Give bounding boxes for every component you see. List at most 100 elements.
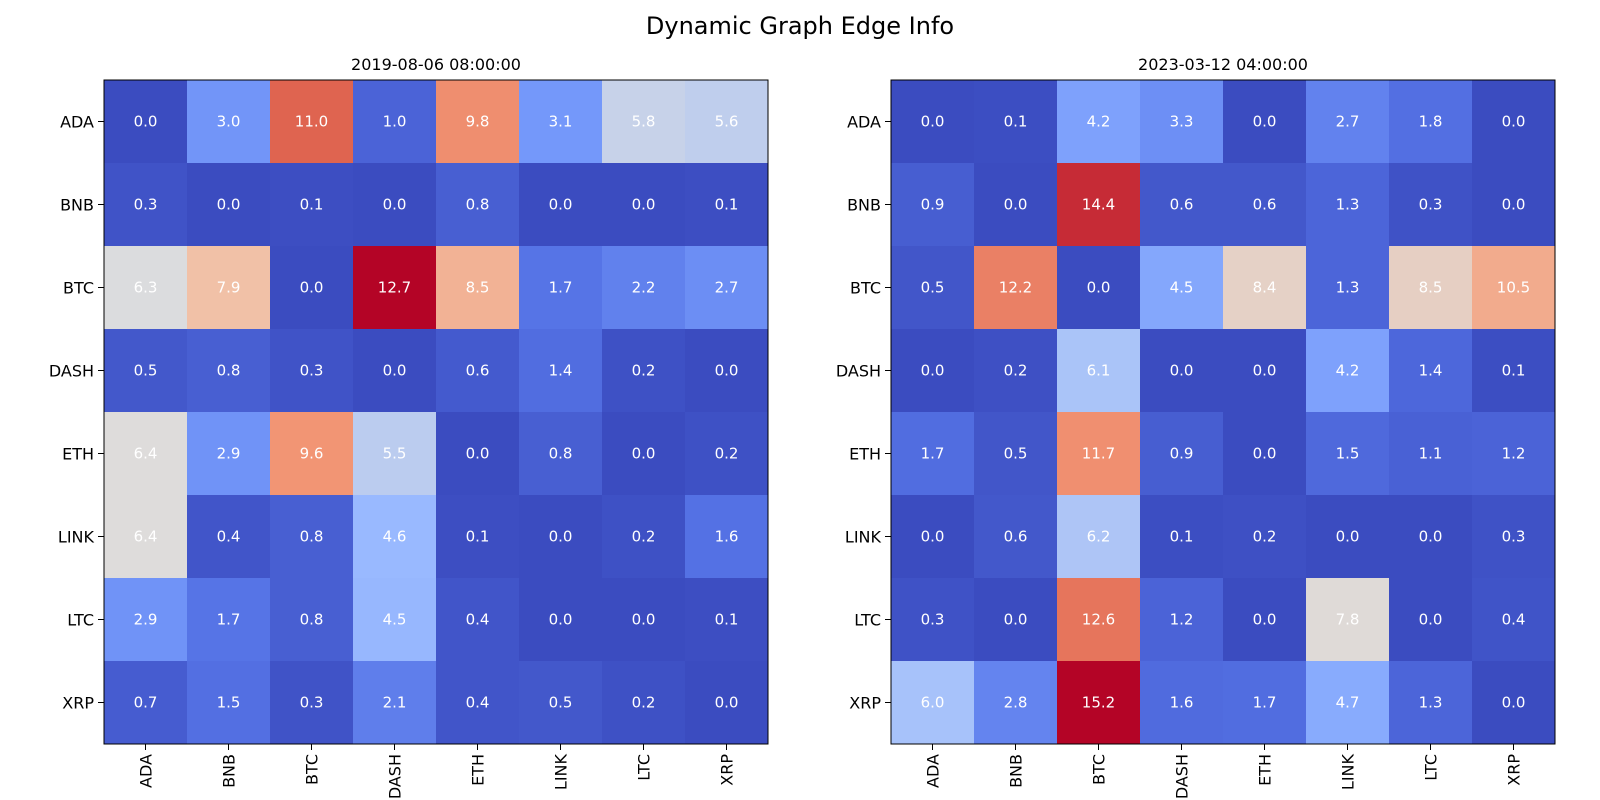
heatmap-cell [353,495,437,579]
cell-value-label: 0.0 [217,196,241,214]
y-tick-label: LTC [854,611,881,630]
cell-value-label: 0.1 [1004,113,1028,131]
heatmap-cell [353,329,437,413]
cell-value-label: 12.6 [1082,611,1115,629]
heatmap-cell [1057,495,1141,579]
cell-value-label: 0.6 [1170,196,1194,214]
cell-value-label: 0.0 [1087,279,1111,297]
heatmap-cell [602,578,686,662]
cell-value-label: 0.0 [1419,611,1443,629]
cell-value-label: 4.5 [383,611,407,629]
cell-value-label: 8.5 [1419,279,1443,297]
heatmap-cell [436,495,520,579]
heatmap-cell [974,246,1058,330]
heatmap-cell [187,661,271,745]
cell-value-label: 4.6 [383,528,407,546]
heatmap-cell [602,661,686,745]
cell-value-label: 4.2 [1336,362,1360,380]
heatmap-cell [519,246,603,330]
heatmap-cell [1306,246,1390,330]
heatmap-cell [974,495,1058,579]
cell-value-label: 0.0 [715,694,739,712]
cell-value-label: 1.8 [1419,113,1443,131]
x-tick-label: ADA [137,754,156,788]
cell-value-label: 7.8 [1336,611,1360,629]
heatmap-cell [353,246,437,330]
cell-value-label: 0.8 [300,528,324,546]
cell-value-label: 0.8 [300,611,324,629]
heatmap-cell [270,163,354,247]
cell-value-label: 10.5 [1497,279,1530,297]
heatmap-cell [436,329,520,413]
cell-value-label: 0.0 [383,362,407,380]
cell-value-label: 9.6 [300,445,324,463]
x-tick-label: LINK [552,753,571,790]
axes-frame [890,79,1556,745]
cell-value-label: 0.8 [466,196,490,214]
heatmap-cell [1389,246,1473,330]
cell-value-label: 0.0 [300,279,324,297]
cell-value-label: 8.4 [1253,279,1277,297]
panel-title: 2023-03-12 04:00:00 [1138,55,1308,74]
heatmap-cell [1472,495,1556,579]
cell-value-label: 1.0 [383,113,407,131]
heatmap-cell [104,80,188,164]
y-tick-label: LTC [67,611,94,630]
heatmap-cell [104,661,188,745]
y-tick-label: ETH [62,445,94,464]
heatmap-cell [1057,163,1141,247]
cell-value-label: 2.8 [1004,694,1028,712]
heatmap-cell [974,329,1058,413]
heatmap-cell [685,246,769,330]
cell-value-label: 0.0 [1336,528,1360,546]
heatmap-cell [1140,412,1224,496]
heatmap-cell [1306,163,1390,247]
heatmap-cell [270,495,354,579]
heatmap-cell [104,495,188,579]
cell-value-label: 5.6 [715,113,739,131]
heatmap-cell [1306,412,1390,496]
heatmap-cell [1140,80,1224,164]
figure-title: Dynamic Graph Edge Info [646,12,954,40]
cell-value-label: 0.0 [1170,362,1194,380]
heatmap-cell [270,329,354,413]
heatmap-cell [187,578,271,662]
cell-value-label: 0.2 [632,528,656,546]
heatmap-cell [187,412,271,496]
x-tick-label: LINK [1339,753,1358,790]
cell-value-label: 4.2 [1087,113,1111,131]
heatmap-cell [1223,163,1307,247]
cell-value-label: 3.1 [549,113,573,131]
heatmap-cell [1140,495,1224,579]
cell-value-label: 0.1 [1502,362,1526,380]
cell-value-label: 2.7 [1336,113,1360,131]
heatmap-cell [974,163,1058,247]
y-tick-label: LINK [58,528,95,547]
heatmap-cell [1223,80,1307,164]
heatmap-cell [891,412,975,496]
cell-value-label: 0.2 [632,694,656,712]
heatmap-cell [1057,246,1141,330]
cell-value-label: 1.6 [715,528,739,546]
cell-value-label: 0.1 [715,611,739,629]
cell-value-label: 12.7 [378,279,411,297]
cell-value-label: 0.6 [466,362,490,380]
cell-value-label: 1.3 [1336,196,1360,214]
heatmap-cell [187,80,271,164]
heatmap-cell [1223,412,1307,496]
cell-value-label: 0.0 [1419,528,1443,546]
heatmap-cell [974,661,1058,745]
cell-value-label: 0.0 [1004,611,1028,629]
heatmap-cell [1140,163,1224,247]
cell-value-label: 6.2 [1087,528,1111,546]
cell-value-label: 4.5 [1170,279,1194,297]
heatmap-cell [1223,495,1307,579]
cell-value-label: 5.5 [383,445,407,463]
y-tick-label: LINK [845,528,882,547]
heatmap-cell [104,163,188,247]
heatmap-cell [1306,661,1390,745]
x-tick-label: BTC [1090,754,1109,785]
cell-value-label: 1.2 [1170,611,1194,629]
heatmap-cell [891,329,975,413]
x-tick-label: LTC [1422,754,1441,781]
